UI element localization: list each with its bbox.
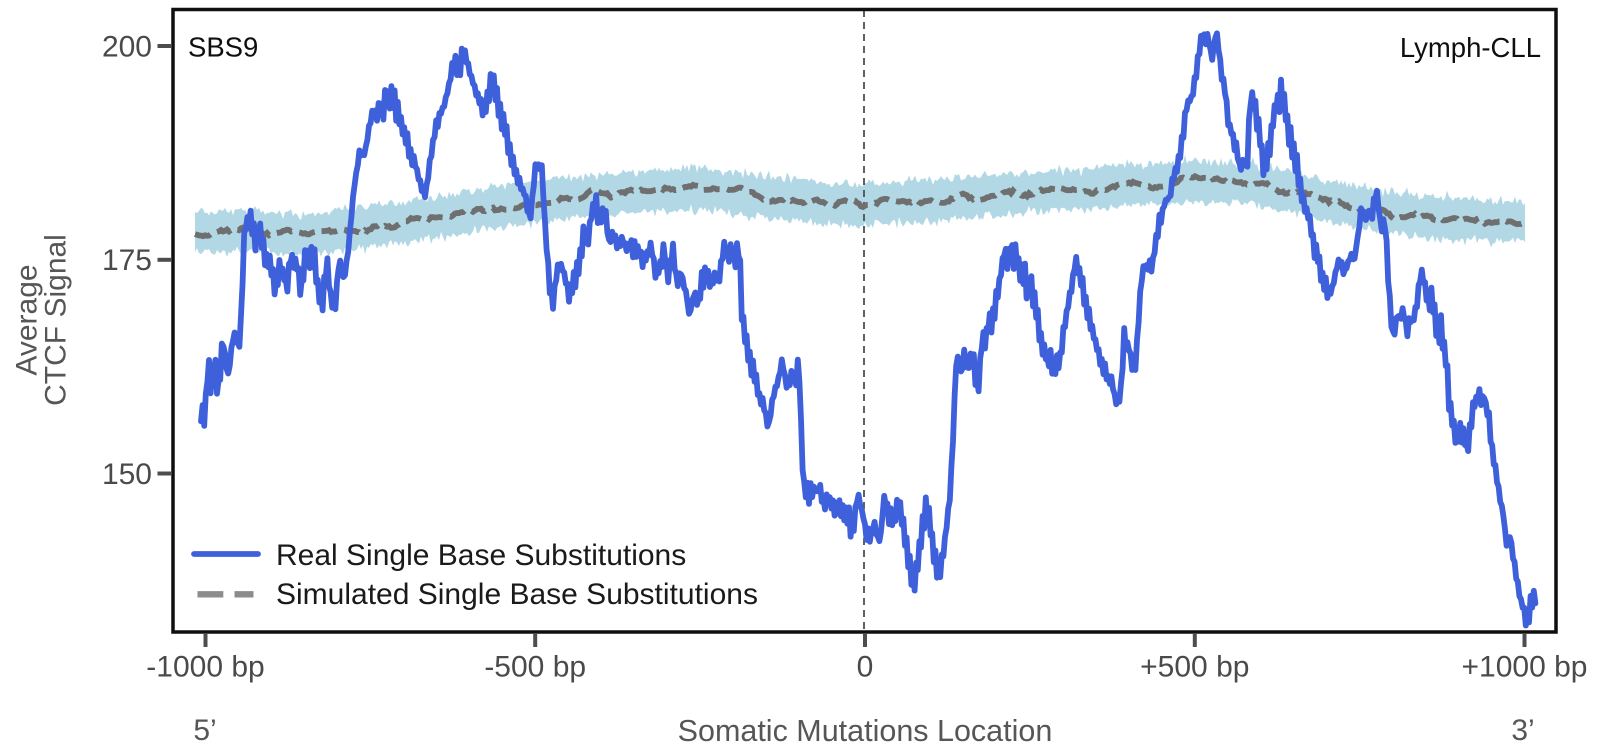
svg-text:5’: 5’ — [193, 714, 216, 747]
svg-text:Somatic Mutations Location: Somatic Mutations Location — [678, 714, 1053, 748]
svg-text:-500 bp: -500 bp — [484, 651, 586, 684]
svg-text:Average: Average — [11, 264, 44, 375]
svg-text:150: 150 — [102, 458, 152, 491]
svg-text:Lymph-CLL: Lymph-CLL — [1400, 32, 1541, 63]
svg-text:SBS9: SBS9 — [188, 32, 258, 63]
svg-text:Real Single Base Substitutions: Real Single Base Substitutions — [276, 539, 686, 572]
svg-text:0: 0 — [857, 651, 874, 684]
svg-text:CTCF Signal: CTCF Signal — [40, 234, 73, 406]
svg-text:-1000 bp: -1000 bp — [146, 651, 264, 684]
svg-text:+500 bp: +500 bp — [1140, 651, 1249, 684]
svg-text:Simulated Single Base Substitu: Simulated Single Base Substitutions — [276, 578, 758, 611]
svg-text:3’: 3’ — [1511, 714, 1534, 747]
svg-text:200: 200 — [102, 31, 152, 64]
svg-text:+1000 bp: +1000 bp — [1462, 651, 1588, 684]
svg-text:175: 175 — [102, 244, 152, 277]
